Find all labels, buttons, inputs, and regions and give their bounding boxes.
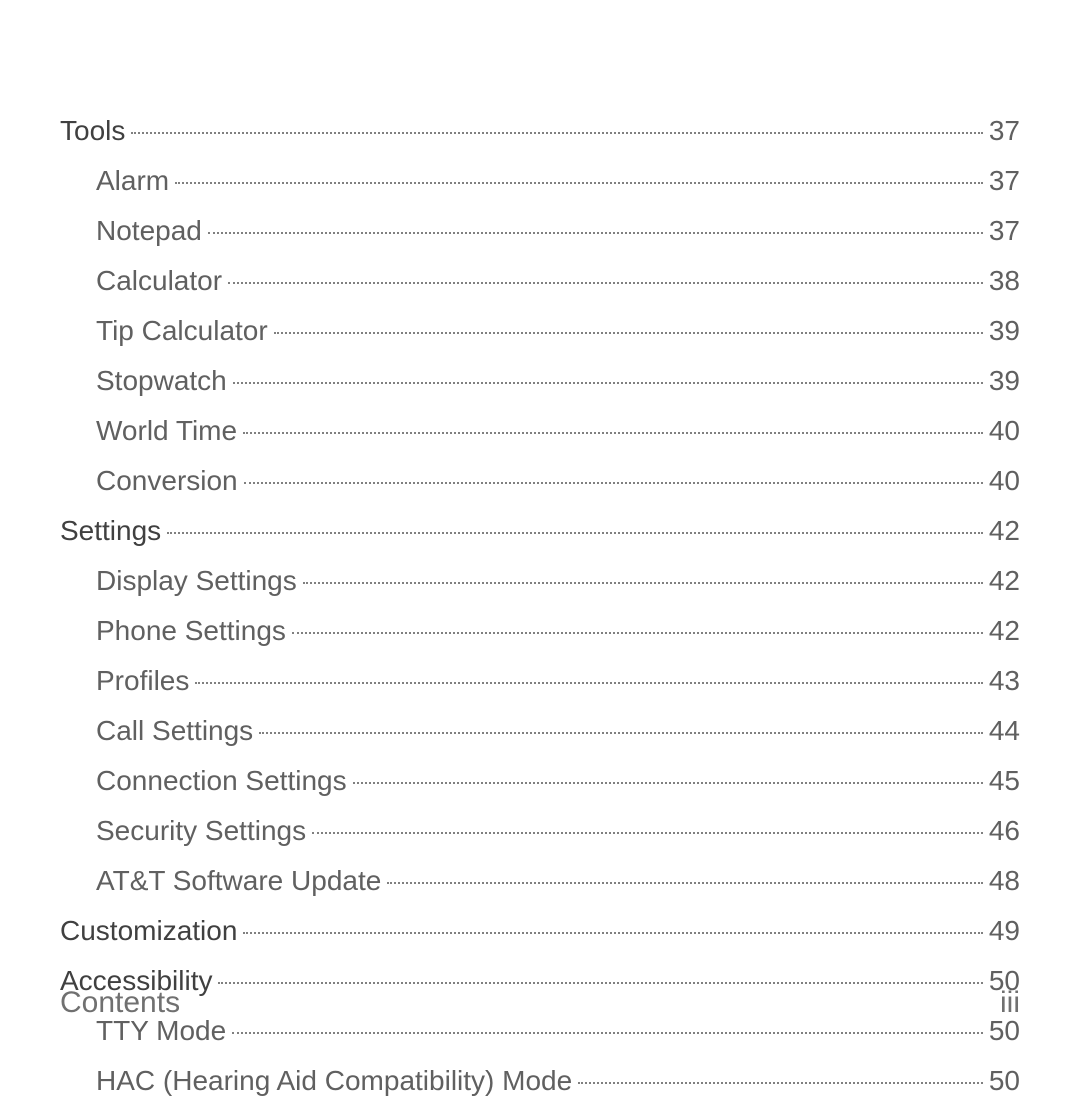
toc-page-number: 40 (989, 410, 1020, 452)
toc-leader-dots (218, 982, 982, 984)
toc-page-number: 39 (989, 360, 1020, 402)
toc-sub-label: Phone Settings (60, 610, 286, 652)
toc-page-number: 42 (989, 510, 1020, 552)
toc-container: Tools 37 Alarm 37 Notepad 37 Calculator 38 Tip C… (60, 110, 1020, 1102)
toc-sub-label: AT&T Software Update (60, 860, 381, 902)
toc-sub-label: HAC (Hearing Aid Compatibility) Mode (60, 1060, 572, 1102)
toc-leader-dots (244, 482, 983, 484)
toc-sub-label: Connection Settings (60, 760, 347, 802)
toc-sub-label: Profiles (60, 660, 189, 702)
toc-page-number: 37 (989, 210, 1020, 252)
toc-sub-label: Display Settings (60, 560, 297, 602)
toc-page-number: 44 (989, 710, 1020, 752)
toc-leader-dots (312, 832, 983, 834)
toc-sub-label: Calculator (60, 260, 222, 302)
toc-page-number: 40 (989, 460, 1020, 502)
toc-row: Phone Settings 42 (60, 610, 1020, 652)
toc-leader-dots (259, 732, 983, 734)
toc-row: Alarm 37 (60, 160, 1020, 202)
toc-row: World Time 40 (60, 410, 1020, 452)
toc-page-number: 42 (989, 560, 1020, 602)
toc-row: Profiles 43 (60, 660, 1020, 702)
toc-page-number: 37 (989, 160, 1020, 202)
toc-row: Tip Calculator 39 (60, 310, 1020, 352)
toc-row: Display Settings 42 (60, 560, 1020, 602)
toc-page-number: 45 (989, 760, 1020, 802)
toc-section-label: Tools (60, 110, 125, 152)
toc-page-number: 48 (989, 860, 1020, 902)
toc-page-number: 39 (989, 310, 1020, 352)
toc-page-number: 46 (989, 810, 1020, 852)
toc-row: AT&T Software Update 48 (60, 860, 1020, 902)
toc-section-label: Customization (60, 910, 237, 952)
toc-sub-label: Call Settings (60, 710, 253, 752)
toc-leader-dots (303, 582, 983, 584)
toc-row: Stopwatch 39 (60, 360, 1020, 402)
toc-leader-dots (228, 282, 983, 284)
toc-row: HAC (Hearing Aid Compatibility) Mode 50 (60, 1060, 1020, 1102)
toc-leader-dots (578, 1082, 983, 1084)
toc-leader-dots (232, 1032, 983, 1034)
toc-page-number: 50 (989, 1060, 1020, 1102)
toc-sub-label: Conversion (60, 460, 238, 502)
toc-sub-label: Security Settings (60, 810, 306, 852)
toc-leader-dots (208, 232, 983, 234)
toc-page-number: 43 (989, 660, 1020, 702)
toc-leader-dots (292, 632, 983, 634)
toc-leader-dots (387, 882, 983, 884)
toc-sub-label: Notepad (60, 210, 202, 252)
toc-sub-label: Tip Calculator (60, 310, 268, 352)
toc-leader-dots (175, 182, 983, 184)
footer-page-number: iii (1000, 986, 1020, 1020)
toc-sub-label: Stopwatch (60, 360, 227, 402)
toc-row: Settings 42 (60, 510, 1020, 552)
toc-row: Tools 37 (60, 110, 1020, 152)
toc-leader-dots (274, 332, 983, 334)
toc-leader-dots (243, 932, 982, 934)
toc-page-number: 37 (989, 110, 1020, 152)
toc-row: Connection Settings 45 (60, 760, 1020, 802)
toc-row: Notepad 37 (60, 210, 1020, 252)
toc-page-number: 49 (989, 910, 1020, 952)
toc-leader-dots (195, 682, 982, 684)
toc-sub-label: Alarm (60, 160, 169, 202)
toc-row: Calculator 38 (60, 260, 1020, 302)
toc-leader-dots (233, 382, 983, 384)
toc-leader-dots (243, 432, 983, 434)
page-footer: Contents iii (60, 986, 1020, 1020)
toc-leader-dots (353, 782, 983, 784)
toc-leader-dots (131, 132, 982, 134)
toc-sub-label: World Time (60, 410, 237, 452)
footer-section-label: Contents (60, 986, 180, 1020)
toc-section-label: Settings (60, 510, 161, 552)
toc-row: Customization 49 (60, 910, 1020, 952)
toc-row: Conversion 40 (60, 460, 1020, 502)
toc-page-number: 38 (989, 260, 1020, 302)
toc-leader-dots (167, 532, 983, 534)
toc-page-number: 42 (989, 610, 1020, 652)
toc-row: Call Settings 44 (60, 710, 1020, 752)
toc-row: Security Settings 46 (60, 810, 1020, 852)
